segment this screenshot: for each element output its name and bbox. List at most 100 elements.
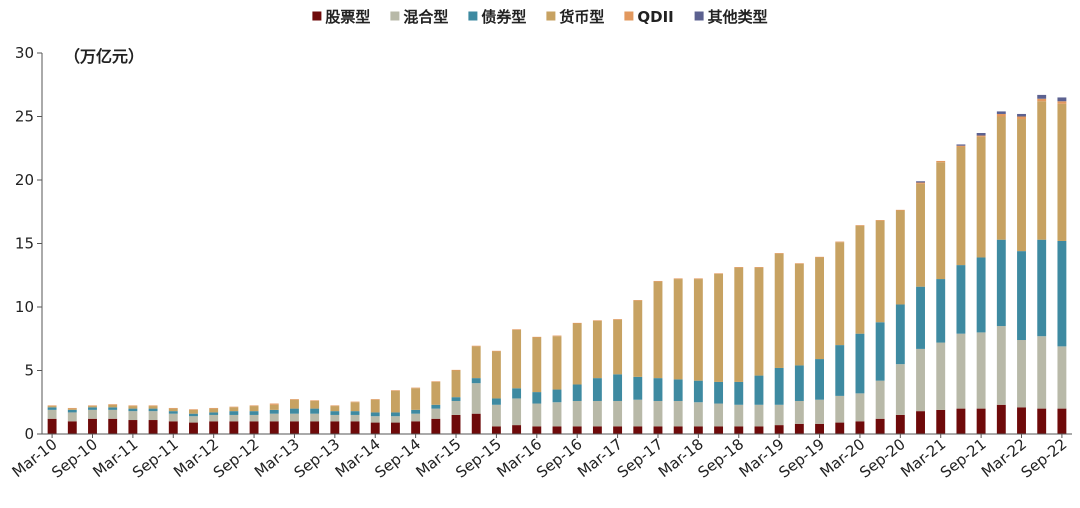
- bar-segment-sep-13-s0: [330, 421, 340, 434]
- bar-segment-jun-16-s2: [552, 389, 562, 403]
- bar-segment-jun-16-s1: [552, 402, 562, 427]
- bar-segment-sep-11-s2: [168, 411, 178, 414]
- legend-swatch-3: [546, 11, 556, 21]
- x-tick-label-sep-19: Sep-19: [775, 435, 828, 482]
- bar-segment-mar-19-s2: [774, 367, 784, 405]
- legend-label-0: 股票型: [325, 8, 370, 26]
- bar-segment-mar-17-s0: [613, 426, 623, 434]
- bar-segment-jun-17-s4: [633, 300, 643, 301]
- bar-segment-sep-14-s1: [411, 413, 421, 422]
- bar-segment-sep-22-s3: [1057, 103, 1067, 241]
- bar-segment-mar-21-s3: [936, 162, 946, 280]
- bar-segment-dec-21-s4: [996, 113, 1006, 117]
- bar-segment-dec-13-s1: [350, 414, 360, 422]
- x-tick-label-sep-13: Sep-13: [291, 435, 344, 482]
- bar-segment-dec-18-s2: [754, 375, 764, 405]
- bar-segment-dec-15-s2: [512, 388, 522, 399]
- bar-segment-mar-12-s0: [209, 421, 219, 434]
- bar-segment-jun-22-s5: [1037, 94, 1047, 99]
- bar-segment-sep-22-s2: [1057, 240, 1067, 347]
- bar-segment-sep-10-s1: [88, 409, 97, 419]
- bar-segment-mar-20-s0: [855, 421, 865, 434]
- bar-segment-sep-12-s4: [249, 405, 259, 407]
- bar-segment-sep-13-s4: [330, 405, 340, 407]
- bar-segment-sep-14-s2: [411, 409, 421, 414]
- bar-segment-jun-14-s0: [390, 422, 400, 434]
- bar-segment-jun-12-s3: [229, 407, 239, 412]
- x-tick-label-sep-22: Sep-22: [1018, 435, 1071, 482]
- bar-segment-mar-13-s2: [290, 408, 299, 414]
- bar-segment-mar-18-s1: [693, 402, 703, 427]
- bar-segment-dec-15-s0: [512, 425, 522, 434]
- bar-segment-dec-12-s1: [269, 413, 279, 422]
- bar-segment-dec-16-s0: [592, 426, 602, 434]
- bar-segment-dec-12-s3: [269, 404, 279, 410]
- bar-segment-jun-17-s0: [633, 426, 643, 434]
- x-tick-label-sep-21: Sep-21: [937, 435, 990, 482]
- bar-segment-sep-14-s4: [411, 387, 421, 389]
- bar-segment-jun-13-s1: [310, 413, 320, 422]
- bar-segment-dec-16-s4: [592, 320, 602, 321]
- bar-segment-sep-22-s1: [1057, 346, 1067, 409]
- bar-segment-mar-15-s2: [451, 397, 461, 401]
- bar-segment-jun-14-s2: [390, 412, 400, 417]
- bar-segment-jun-20-s4: [875, 220, 885, 221]
- y-tick-label-25: 25: [15, 108, 34, 126]
- x-tick-label-sep-20: Sep-20: [856, 435, 909, 482]
- x-tick-label-sep-18: Sep-18: [695, 435, 748, 482]
- bar-segment-jun-19-s2: [794, 365, 804, 401]
- bar-segment-sep-11-s0: [168, 421, 178, 434]
- bar-segment-mar-10-s3: [47, 406, 57, 408]
- bar-segment-jun-14-s3: [390, 390, 400, 413]
- bar-segment-jun-17-s1: [633, 399, 643, 427]
- bar-segment-jun-20-s2: [875, 322, 885, 381]
- bar-segment-dec-14-s0: [431, 418, 441, 434]
- bar-segment-dec-21-s0: [996, 404, 1006, 434]
- bar-segment-dec-12-s0: [269, 421, 279, 434]
- bar-segment-jun-18-s1: [714, 403, 724, 427]
- bar-segment-sep-12-s2: [249, 411, 259, 415]
- bar-segment-sep-13-s1: [330, 414, 340, 422]
- bar-segment-sep-22-s0: [1057, 408, 1067, 434]
- bar-segment-mar-14-s2: [370, 412, 380, 417]
- bar-segment-dec-13-s0: [350, 421, 360, 434]
- bar-segment-jun-21-s3: [956, 146, 966, 266]
- bar-segment-dec-21-s2: [996, 239, 1006, 327]
- bar-segment-mar-12-s3: [209, 408, 219, 413]
- bar-segment-mar-13-s1: [290, 413, 299, 422]
- bar-segment-sep-19-s2: [815, 359, 824, 400]
- bar-segment-mar-20-s1: [855, 393, 865, 422]
- bar-segment-jun-19-s3: [794, 263, 804, 366]
- bar-segment-mar-16-s3: [532, 337, 542, 393]
- bar-segment-mar-14-s0: [370, 422, 380, 434]
- bar-segment-mar-15-s1: [451, 400, 461, 415]
- bar-segment-jun-13-s0: [310, 421, 320, 434]
- bar-segment-mar-22-s1: [1017, 340, 1026, 408]
- bar-segment-sep-14-s0: [411, 421, 421, 434]
- bar-segment-dec-16-s1: [592, 400, 602, 427]
- bar-segment-jun-22-s0: [1037, 408, 1047, 434]
- bar-segment-mar-22-s4: [1017, 116, 1026, 120]
- bar-segment-sep-15-s4: [491, 350, 501, 352]
- bar-segment-mar-16-s2: [532, 392, 542, 404]
- bar-segment-jun-16-s4: [552, 335, 562, 337]
- bar-segment-dec-15-s1: [512, 398, 522, 426]
- legend-label-2: 债券型: [481, 8, 526, 26]
- bar-segment-sep-15-s3: [491, 351, 501, 399]
- bar-segment-jun-12-s4: [229, 406, 239, 408]
- bar-segment-mar-22-s0: [1017, 407, 1026, 434]
- bar-segment-dec-14-s1: [431, 408, 441, 419]
- bar-segment-dec-19-s3: [835, 242, 845, 346]
- bar-segment-dec-11-s1: [189, 416, 198, 423]
- bar-segment-jun-22-s4: [1037, 98, 1047, 102]
- y-tick-label-5: 5: [24, 362, 34, 380]
- bar-segment-mar-17-s2: [613, 374, 623, 401]
- bar-segment-jun-12-s1: [229, 414, 239, 422]
- bar-segment-mar-14-s4: [370, 399, 380, 400]
- bar-segment-sep-17-s4: [653, 280, 663, 282]
- legend-swatch-5: [694, 11, 704, 21]
- bar-segment-dec-13-s2: [350, 411, 360, 415]
- bar-segment-dec-20-s2: [916, 286, 925, 349]
- x-tick-label-sep-11: Sep-11: [129, 435, 182, 482]
